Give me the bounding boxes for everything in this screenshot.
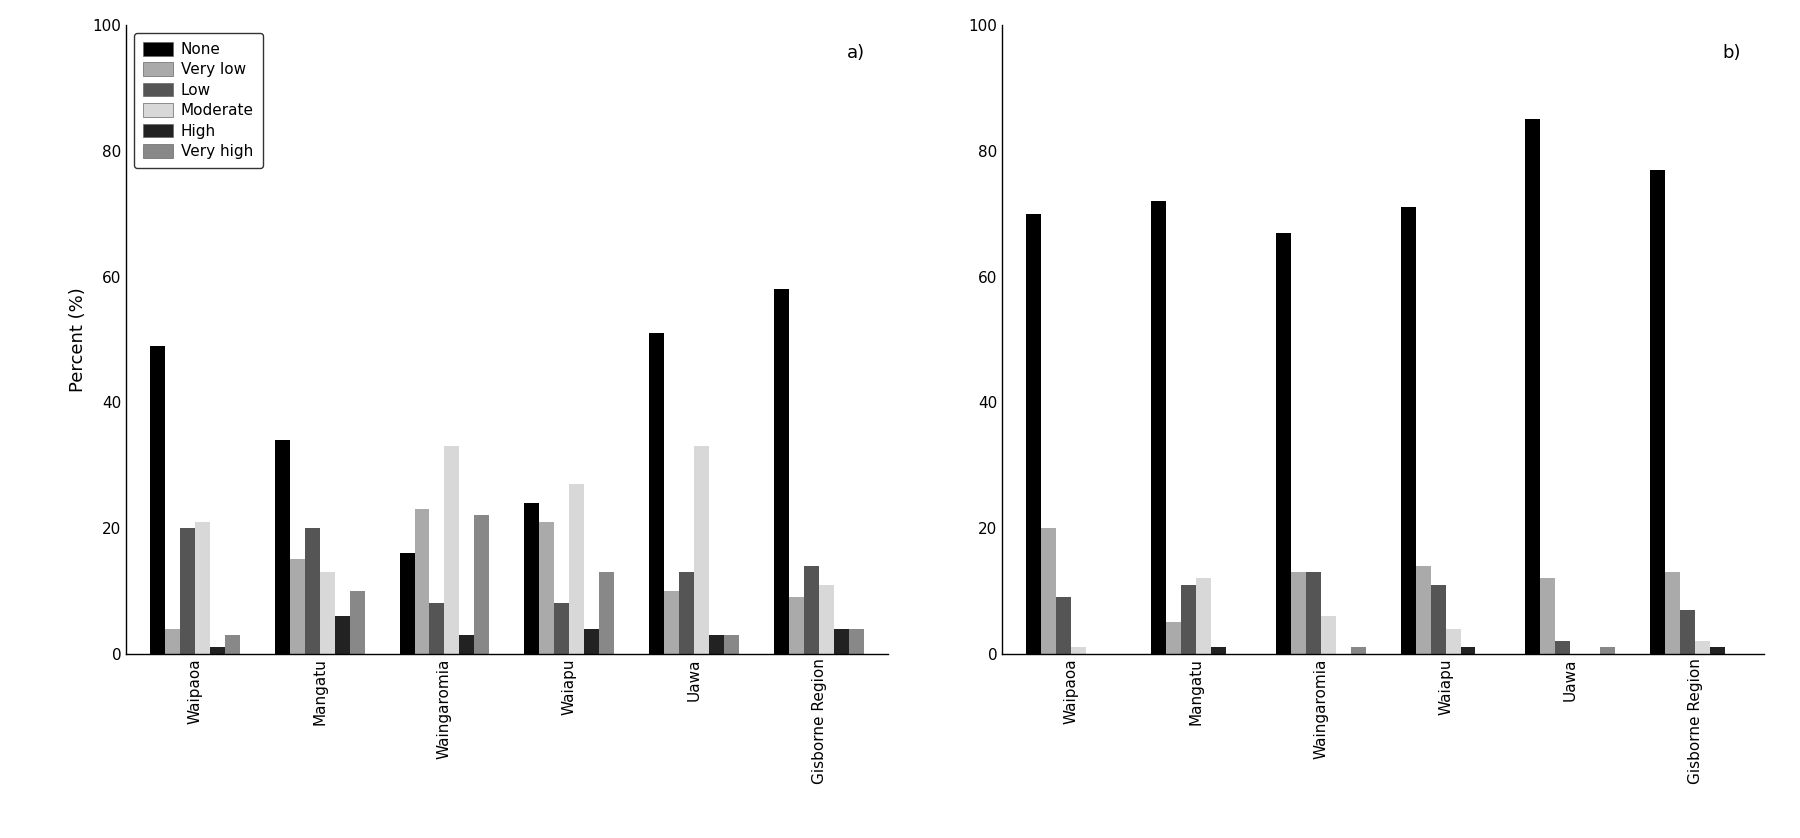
Text: a): a): [846, 44, 866, 62]
Bar: [304, 528, 320, 654]
Bar: [209, 647, 225, 654]
Bar: [554, 603, 569, 654]
Bar: [400, 553, 414, 654]
Bar: [1600, 647, 1615, 654]
Bar: [819, 585, 833, 654]
Bar: [664, 591, 679, 654]
Bar: [1555, 641, 1570, 654]
Bar: [1460, 647, 1476, 654]
Bar: [320, 572, 335, 654]
Bar: [1150, 201, 1166, 654]
Bar: [1525, 119, 1541, 654]
Bar: [149, 345, 166, 654]
Bar: [445, 446, 459, 654]
Bar: [1195, 578, 1211, 654]
Bar: [1541, 578, 1555, 654]
Bar: [650, 334, 664, 654]
Bar: [1166, 622, 1181, 654]
Bar: [1431, 585, 1445, 654]
Bar: [850, 628, 864, 654]
Text: b): b): [1723, 44, 1741, 62]
Bar: [788, 597, 805, 654]
Bar: [805, 566, 819, 654]
Bar: [709, 635, 724, 654]
Bar: [1350, 647, 1366, 654]
Bar: [290, 560, 304, 654]
Bar: [599, 572, 614, 654]
Bar: [1321, 616, 1336, 654]
Bar: [166, 628, 180, 654]
Bar: [569, 484, 585, 654]
Bar: [695, 446, 709, 654]
Bar: [225, 635, 239, 654]
Bar: [1696, 641, 1710, 654]
Bar: [414, 509, 430, 654]
Bar: [540, 521, 554, 654]
Bar: [1211, 647, 1226, 654]
Bar: [1710, 647, 1724, 654]
Y-axis label: Percent (%): Percent (%): [68, 287, 86, 392]
Bar: [585, 628, 599, 654]
Bar: [459, 635, 475, 654]
Bar: [1305, 572, 1321, 654]
Bar: [335, 616, 349, 654]
Bar: [524, 503, 540, 654]
Bar: [475, 515, 490, 654]
Bar: [1057, 597, 1071, 654]
Bar: [1181, 585, 1195, 654]
Bar: [1026, 214, 1040, 654]
Bar: [833, 628, 850, 654]
Bar: [1415, 566, 1431, 654]
Bar: [1651, 169, 1665, 654]
Bar: [275, 440, 290, 654]
Bar: [180, 528, 194, 654]
Bar: [1276, 232, 1291, 654]
Bar: [1681, 610, 1696, 654]
Bar: [1291, 572, 1305, 654]
Bar: [1665, 572, 1681, 654]
Bar: [1040, 528, 1057, 654]
Bar: [1445, 628, 1460, 654]
Bar: [724, 635, 740, 654]
Bar: [1071, 647, 1085, 654]
Bar: [194, 521, 209, 654]
Bar: [774, 289, 788, 654]
Bar: [349, 591, 365, 654]
Legend: None, Very low, Low, Moderate, High, Very high: None, Very low, Low, Moderate, High, Ver…: [133, 33, 263, 168]
Bar: [679, 572, 695, 654]
Bar: [1400, 208, 1415, 654]
Bar: [430, 603, 445, 654]
